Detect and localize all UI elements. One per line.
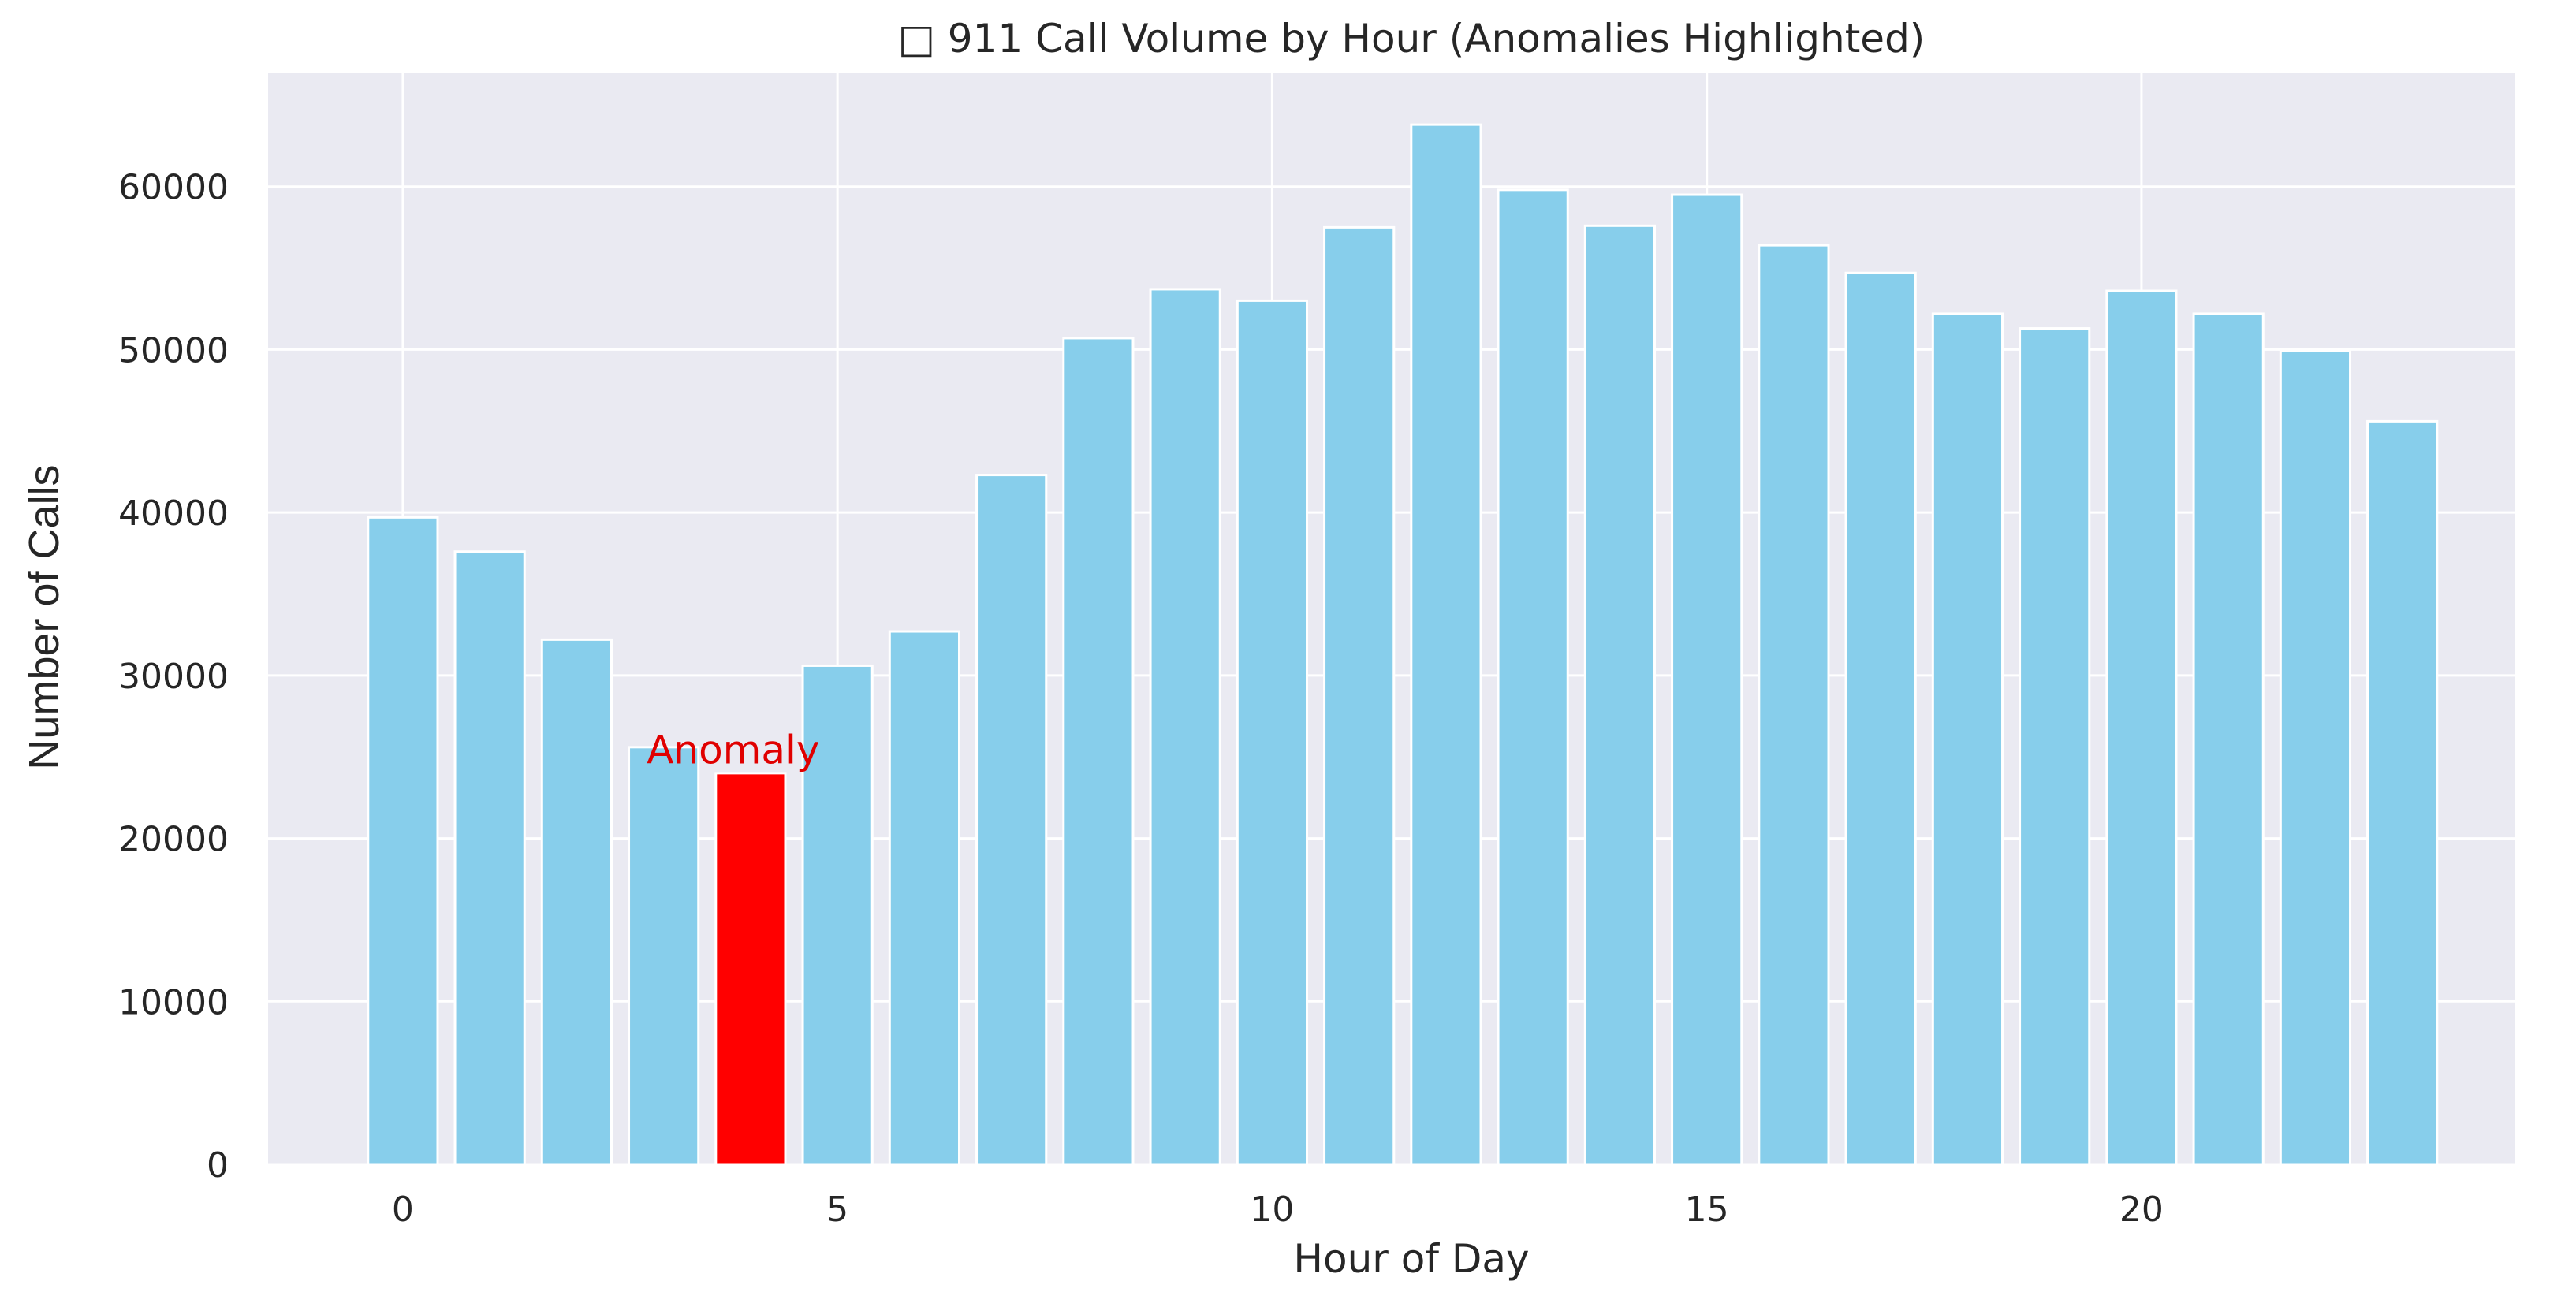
y-tick-label: 30000 <box>118 657 229 697</box>
bar <box>628 746 700 1166</box>
x-axis-title: Hour of Day <box>1293 1236 1529 1282</box>
y-tick-label: 50000 <box>118 330 229 371</box>
bar <box>1671 193 1743 1166</box>
x-tick-label: 0 <box>392 1190 414 1230</box>
y-tick-label: 40000 <box>118 493 229 534</box>
bar <box>540 638 613 1166</box>
bar <box>1410 123 1482 1166</box>
bar <box>2279 349 2352 1166</box>
bar <box>2192 312 2265 1166</box>
bar-anomaly <box>714 772 787 1166</box>
y-axis-title: Number of Calls <box>21 464 68 769</box>
y-tick-label: 0 <box>207 1145 229 1186</box>
y-tick-label: 10000 <box>118 982 229 1022</box>
bar <box>1062 337 1135 1166</box>
bar <box>975 474 1048 1166</box>
bar <box>2366 419 2439 1166</box>
bar <box>367 516 439 1166</box>
bars <box>367 123 2439 1166</box>
bar <box>1149 288 1221 1166</box>
anomaly-annotation: Anomaly <box>647 727 819 773</box>
bar <box>1497 188 1569 1166</box>
chart-title: □ 911 Call Volume by Hour (Anomalies Hig… <box>898 16 1925 61</box>
bar <box>1758 244 1830 1166</box>
bar <box>888 630 960 1166</box>
bar <box>2105 289 2178 1166</box>
x-tick-label: 10 <box>1250 1190 1294 1230</box>
bar <box>453 550 526 1166</box>
bar <box>801 664 874 1166</box>
x-tick-label: 15 <box>1685 1190 1729 1230</box>
y-tick-label: 60000 <box>118 168 229 208</box>
bar <box>2019 327 2091 1166</box>
bar <box>1931 312 2004 1166</box>
bar <box>1583 224 1657 1166</box>
bar <box>1844 271 1917 1166</box>
y-tick-labels: 0 10000 20000 30000 40000 50000 60000 <box>118 168 229 1186</box>
x-tick-labels: 0 5 10 15 20 <box>392 1190 2164 1230</box>
x-tick-label: 20 <box>2119 1190 2164 1230</box>
bar <box>1323 225 1396 1166</box>
bar <box>1236 299 1309 1166</box>
x-tick-label: 5 <box>826 1190 848 1230</box>
y-tick-label: 20000 <box>118 820 229 860</box>
annotations: Anomaly <box>647 727 819 773</box>
